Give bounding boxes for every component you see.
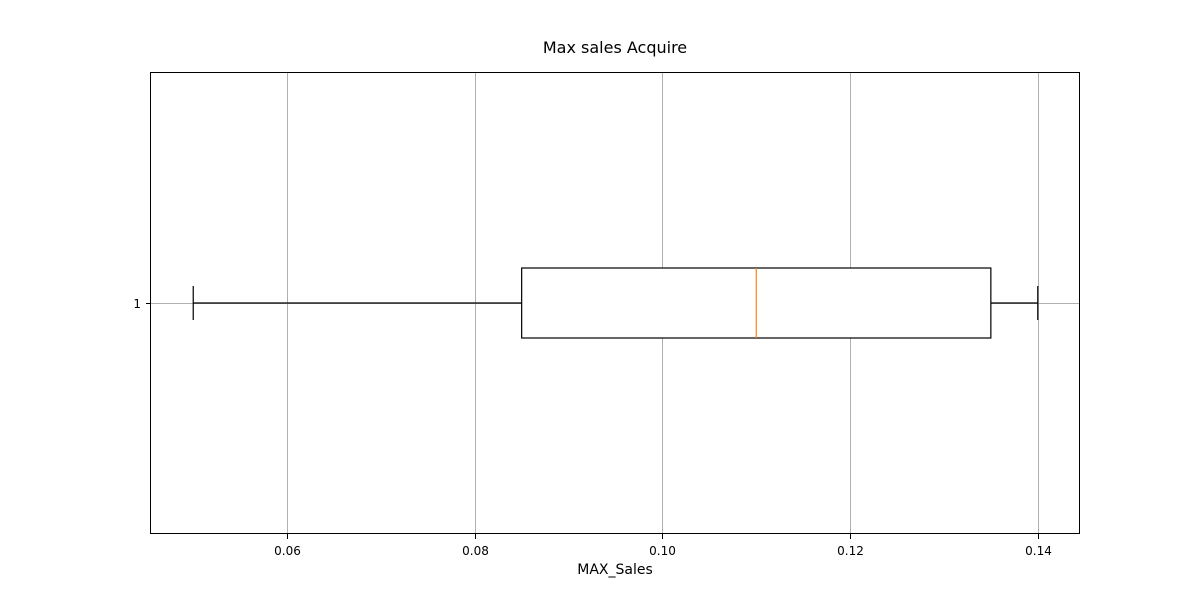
x-tick-label: 0.06 xyxy=(274,544,301,558)
x-tick-label: 0.12 xyxy=(837,544,864,558)
box-layer xyxy=(192,267,1039,339)
x-tick-label: 0.10 xyxy=(649,544,676,558)
y-axis-ticks: 1 xyxy=(133,297,151,311)
chart-title: Max sales Acquire xyxy=(543,38,687,57)
x-tick-label: 0.08 xyxy=(462,544,489,558)
y-tick-label: 1 xyxy=(133,297,141,311)
x-tick-label: 0.14 xyxy=(1025,544,1052,558)
x-axis-label: MAX_Sales xyxy=(577,562,653,578)
x-axis-ticks: 0.06 0.08 0.10 0.12 0.14 xyxy=(274,534,1052,558)
